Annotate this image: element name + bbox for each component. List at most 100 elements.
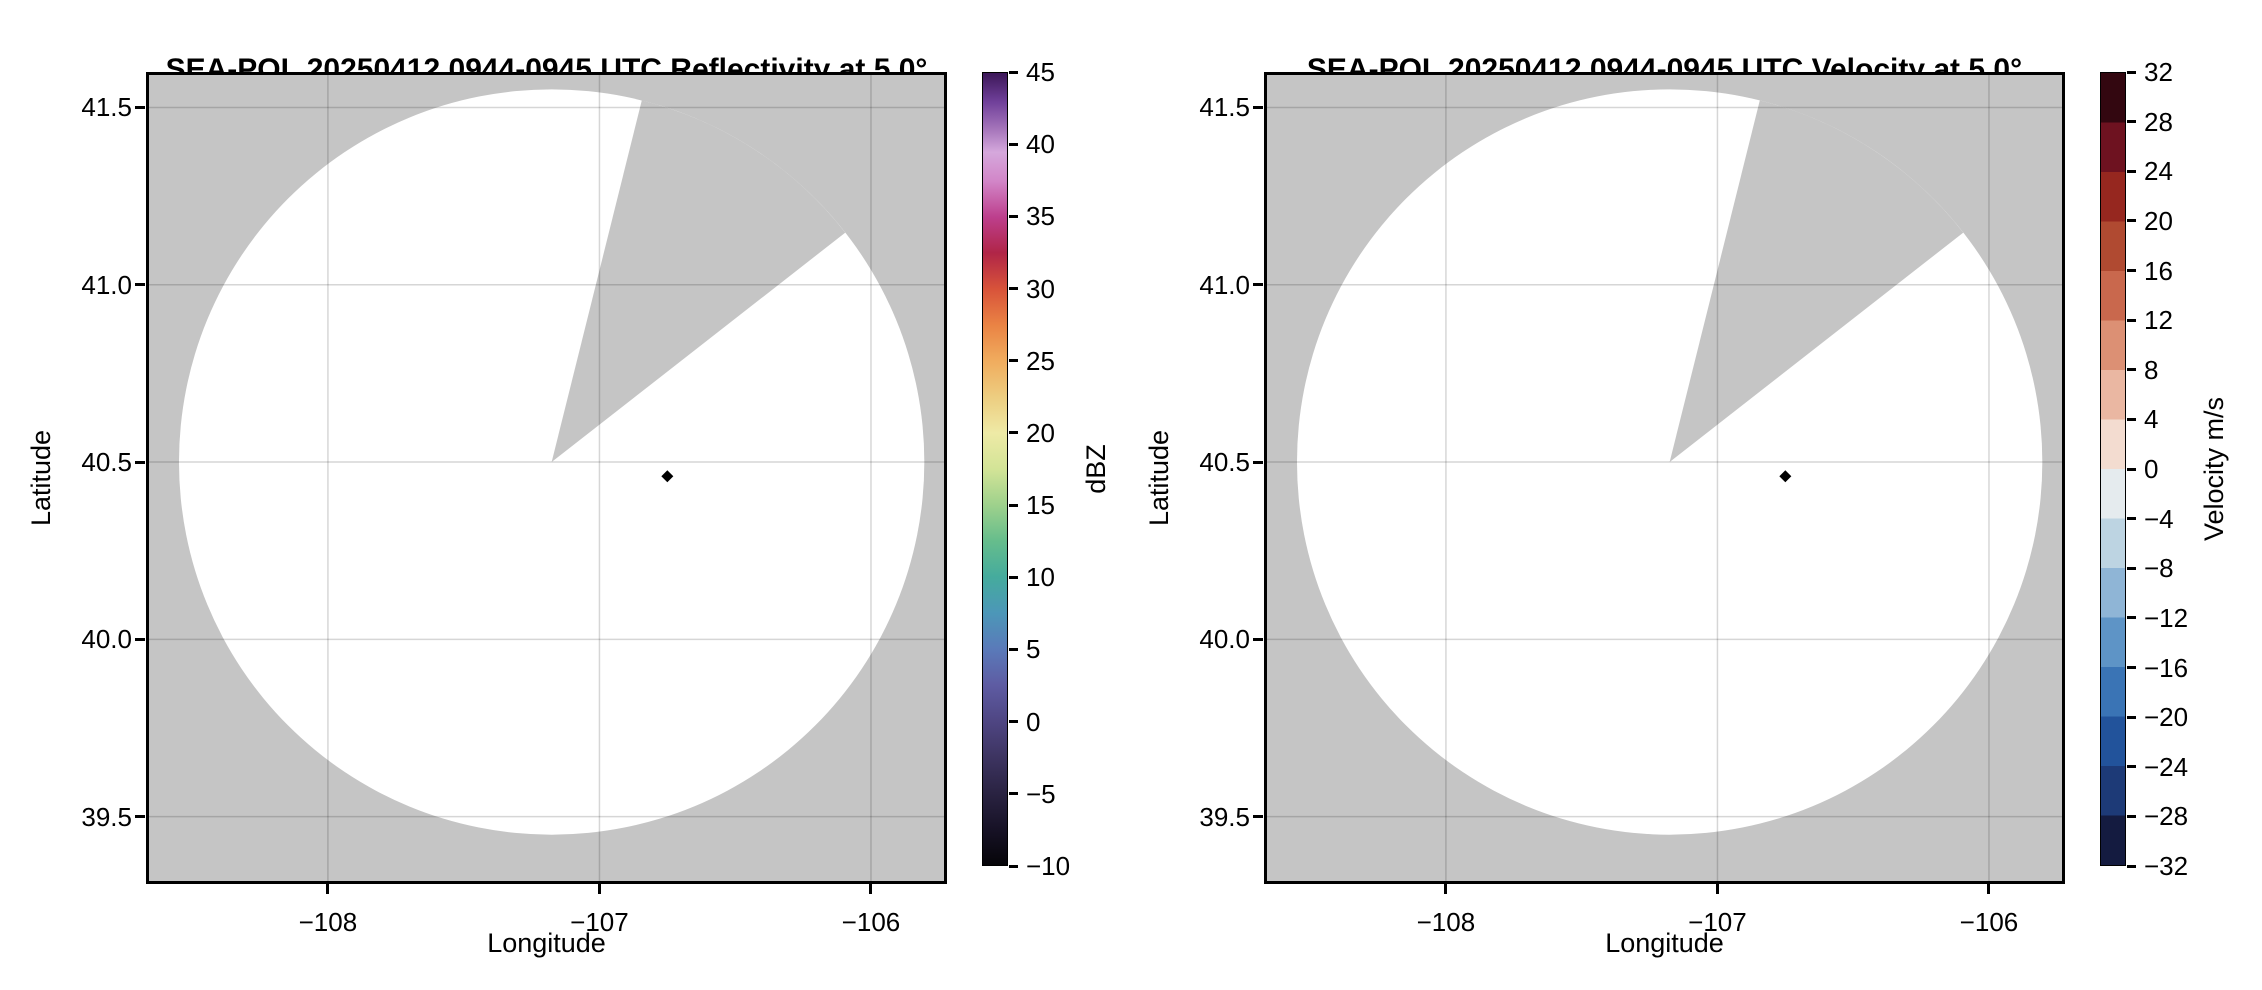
colorbar-tick-label: 28	[2144, 106, 2173, 137]
colorbar-tick	[2127, 417, 2136, 421]
colorbar-tick	[1009, 287, 1018, 291]
x-axis-label-reflectivity: Longitude	[487, 928, 606, 958]
colorbar-tick	[2127, 219, 2136, 223]
colorbar-tick	[1009, 214, 1018, 218]
colorbar-tick	[2127, 70, 2136, 74]
colorbar-tick	[2127, 517, 2136, 521]
colorbar-tick-label: −28	[2144, 801, 2189, 832]
colorbar-tick-label: 40	[1026, 129, 1055, 160]
colorbar-tick-label: −5	[1026, 778, 1056, 809]
colorbar-tick-label: 4	[2144, 404, 2159, 435]
colorbar-tick-label: 45	[1026, 57, 1055, 87]
colorbar-tick	[1009, 359, 1018, 363]
y-tick-label: 41.5	[81, 92, 132, 123]
missing-data-sector	[1669, 100, 1964, 463]
colorbar-tick-label: 12	[2144, 305, 2173, 336]
radar-site-marker	[661, 470, 674, 483]
colorbar-tick-label: −24	[2144, 751, 2189, 782]
colorbar-tick	[1009, 431, 1018, 435]
x-tick	[597, 884, 601, 894]
colorbar-tick	[2127, 616, 2136, 620]
y-tick-label: 40.0	[1199, 624, 1250, 655]
y-tick-label: 41.0	[81, 269, 132, 300]
velocity-ppi-plot	[1264, 72, 2065, 884]
colorbar-tick-label: 0	[1026, 706, 1041, 737]
colorbar-tick	[2127, 120, 2136, 124]
colorbar-tick	[2127, 169, 2136, 173]
x-axis-label-velocity: Longitude	[1605, 928, 1724, 958]
x-tick	[326, 884, 330, 894]
plot-border	[146, 72, 947, 884]
colorbar-tick	[2127, 814, 2136, 818]
colorbar-tick-label: 8	[2144, 354, 2159, 385]
colorbar-tick-label: 10	[1026, 562, 1055, 593]
y-tick-label: 39.5	[81, 801, 132, 832]
y-tick	[135, 815, 145, 819]
colorbar-tick-label: 30	[1026, 273, 1055, 304]
colorbar-tick	[1009, 864, 1018, 868]
x-tick	[1444, 884, 1448, 894]
colorbar-tick-label: 0	[2144, 454, 2159, 484]
y-tick	[135, 637, 145, 641]
x-tick	[869, 884, 873, 894]
y-tick	[135, 460, 145, 464]
colorbar-tick-label: 20	[2144, 205, 2173, 236]
colorbar-tick-label: 32	[2144, 57, 2173, 87]
radar-site-marker	[1779, 470, 1792, 483]
colorbar-tick-label: −8	[2144, 553, 2174, 584]
y-tick-label: 41.0	[1199, 269, 1250, 300]
colorbar-tick-label: 16	[2144, 255, 2173, 286]
y-tick	[1253, 283, 1263, 287]
colorbar-tick	[2127, 666, 2136, 669]
colorbar-tick-label: 25	[1026, 345, 1055, 376]
colorbar-tick	[2127, 715, 2136, 719]
colorbar-tick	[1009, 720, 1018, 724]
colorbar-tick-label: 5	[1026, 634, 1041, 665]
reflectivity-ppi-plot	[146, 72, 947, 884]
y-tick	[135, 283, 145, 287]
colorbar-tick	[1009, 503, 1018, 507]
colorbar-unit-label-dbz: dBZ	[1081, 444, 1111, 494]
missing-data-sector	[551, 100, 846, 463]
y-tick-label: 41.5	[1199, 92, 1250, 123]
colorbar-tick	[1009, 70, 1018, 74]
y-tick	[1253, 460, 1263, 464]
colorbar-tick-label: 24	[2144, 156, 2173, 187]
colorbar-tick	[2127, 765, 2136, 769]
colorbar-tick	[2127, 467, 2136, 471]
colorbar-tick-label: −12	[2144, 602, 2189, 633]
x-tick-label: −106	[841, 907, 901, 937]
colorbar-tick-label: 15	[1026, 490, 1055, 521]
colorbar-tick	[2127, 269, 2136, 272]
x-tick-label: −107	[570, 907, 629, 937]
colorbar-tick	[2127, 864, 2136, 868]
x-tick-label: −108	[298, 907, 358, 937]
y-tick	[1253, 105, 1263, 109]
colorbar-tick-label: −4	[2144, 503, 2174, 534]
y-tick	[135, 105, 145, 109]
colorbar-tick	[1009, 575, 1018, 579]
colorbar-tick-label: −16	[2144, 652, 2189, 683]
x-tick-label: −107	[1688, 907, 1747, 937]
colorbar-tick	[2127, 566, 2136, 570]
x-tick	[1987, 884, 1991, 894]
colorbar-tick-label: 35	[1026, 201, 1055, 232]
colorbar-tick	[1009, 647, 1018, 651]
colorbar-tick	[2127, 368, 2136, 372]
y-tick-label: 40.0	[81, 624, 132, 655]
colorbar-tick	[2127, 318, 2136, 322]
y-tick-label: 39.5	[1199, 801, 1250, 832]
y-tick	[1253, 815, 1263, 819]
colorbar-tick-label: −20	[2144, 702, 2189, 733]
y-tick-label: 40.5	[81, 447, 132, 478]
colorbar-velocity	[2100, 72, 2126, 866]
colorbar-tick-label: −32	[2144, 851, 2189, 881]
y-tick	[1253, 637, 1263, 641]
x-tick-label: −108	[1416, 907, 1476, 937]
x-tick-label: −106	[1959, 907, 2019, 937]
colorbar-tick-label: 20	[1026, 417, 1055, 448]
colorbar-tick-label: −10	[1026, 851, 1071, 881]
x-tick	[1715, 884, 1719, 894]
colorbar-tick	[1009, 142, 1018, 146]
